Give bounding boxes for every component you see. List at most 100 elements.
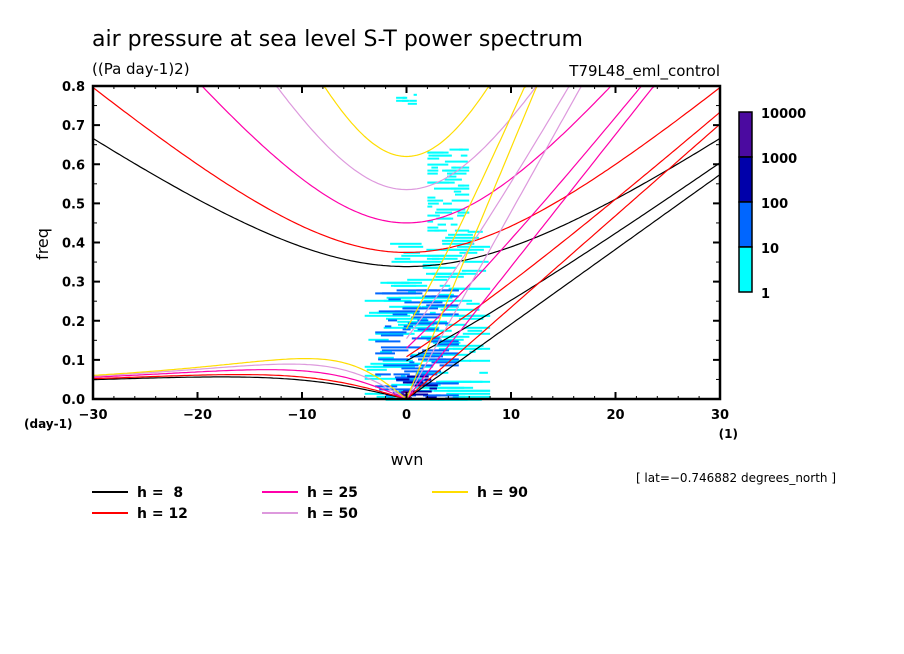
dispersion-curve-rossby-h50 [92,363,407,400]
dispersion-curves [92,85,721,400]
lat-annotation: [ lat=−0.746882 degrees_north ] [636,471,836,485]
heatmap-cell [422,359,471,362]
y-tick-label: 0.6 [62,158,85,173]
legend-label: h = 90 [477,485,528,501]
heatmap-cell [364,392,384,395]
dispersion-curve-kelvin-h90 [405,85,540,400]
heatmap-cell [422,382,459,385]
heatmap-cell [373,365,413,368]
heatmap-cell [440,308,480,311]
heatmap-cell [393,373,410,376]
heatmap-cell [423,394,459,397]
heatmap-cell [424,378,431,381]
y-axis-label: freq [33,228,52,260]
x-tick-label: 20 [606,408,624,423]
dispersion-curve-kelvin-h50 [405,85,585,400]
heatmap-cell [444,160,468,163]
heatmap-cell [415,371,449,374]
y-tick-label: 0.3 [62,276,85,291]
heatmap-cell [445,335,470,338]
heatmap-cell [425,396,437,399]
heatmap-cell [449,148,463,151]
heatmap-cell [452,395,491,398]
heatmap-cell [436,304,450,307]
heatmap-cell [460,239,474,242]
heatmap-cell [425,266,457,269]
heatmap-cell [417,328,439,331]
heatmap-cell [429,387,437,390]
heatmap-cell [392,313,408,316]
y-tick-label: 0.0 [62,393,85,408]
heatmap-cell [398,245,424,248]
heatmap-cell [375,352,395,355]
legend-label: h = 8 [137,485,183,501]
heatmap-cell [390,242,422,245]
heatmap-cell [448,287,491,290]
heatmap-cell [409,260,443,263]
heatmap-cell [451,287,469,290]
heatmap-cell [450,208,466,211]
heatmap-cell [397,320,447,323]
heatmap-cell [427,169,439,172]
dispersion-curve-rossby-h90 [92,358,407,400]
dispersion-curve-ig-h25 [194,85,619,224]
legend-label: h = 50 [307,506,358,522]
heatmap-cell [426,338,442,341]
heatmap-cell [438,380,483,383]
heatmap-cell [442,169,459,172]
x-tick-label: 10 [502,408,520,423]
heatmap-cell [467,230,483,233]
heatmap-cell [396,96,406,99]
heatmap-cell [412,313,441,316]
heatmap-cell [476,347,483,350]
heatmap-cell [375,292,409,295]
heatmap-cell [409,361,415,364]
heatmap-cell [439,364,459,367]
legend: h = 8 h = 12 h = 25 h = 50 h = 90 [92,485,528,522]
heatmap-cell [418,322,440,325]
heatmap-cell [436,217,451,220]
heatmap-cell [382,359,413,362]
heatmap-cell [401,254,445,257]
experiment-label: T79L48_eml_control [568,62,720,81]
heatmap-cell [462,332,491,335]
heatmap-cell [447,172,467,175]
heatmap-cell [459,251,478,254]
heatmap-cell [455,193,470,196]
heatmap-cell [461,269,487,272]
heatmap-cell [457,314,491,317]
heatmap-cell [454,395,466,398]
heatmap-cell [366,368,387,371]
heatmap-cell [448,233,473,236]
colorbar-label: 1 [761,287,770,302]
heatmap-cell [466,302,480,305]
heatmap-cell [447,389,491,392]
dispersion-curve-rossby-h25 [92,369,407,400]
heatmap-cell [427,220,434,223]
heatmap-cell [381,349,409,352]
heatmap-cell [388,298,401,301]
heatmap-cell [394,257,411,260]
heatmap-cell [411,337,441,340]
heatmap-cell [410,393,429,396]
heatmap-cell [386,281,410,284]
colorbar-label: 10000 [761,107,806,122]
heatmap-cell [443,202,452,205]
heatmap-cell [450,223,458,226]
heatmap-cell [427,196,436,199]
heatmap-cell [376,311,416,314]
heatmap-cell [431,272,478,275]
heatmap-cell [394,376,418,379]
heatmap-cell [421,305,459,308]
heatmap-cell [421,365,433,368]
colorbar-segment [738,156,753,203]
heatmap-cell [364,377,423,380]
heatmap-cell [401,391,405,394]
heatmap-cell [434,187,457,190]
heatmap-cell [407,278,448,281]
heatmap-cell [401,281,409,284]
heatmap-cell [445,236,479,239]
dispersion-curve-ig-h50 [273,85,540,191]
heatmap-cell [415,386,465,389]
heatmap-cell [431,166,438,169]
